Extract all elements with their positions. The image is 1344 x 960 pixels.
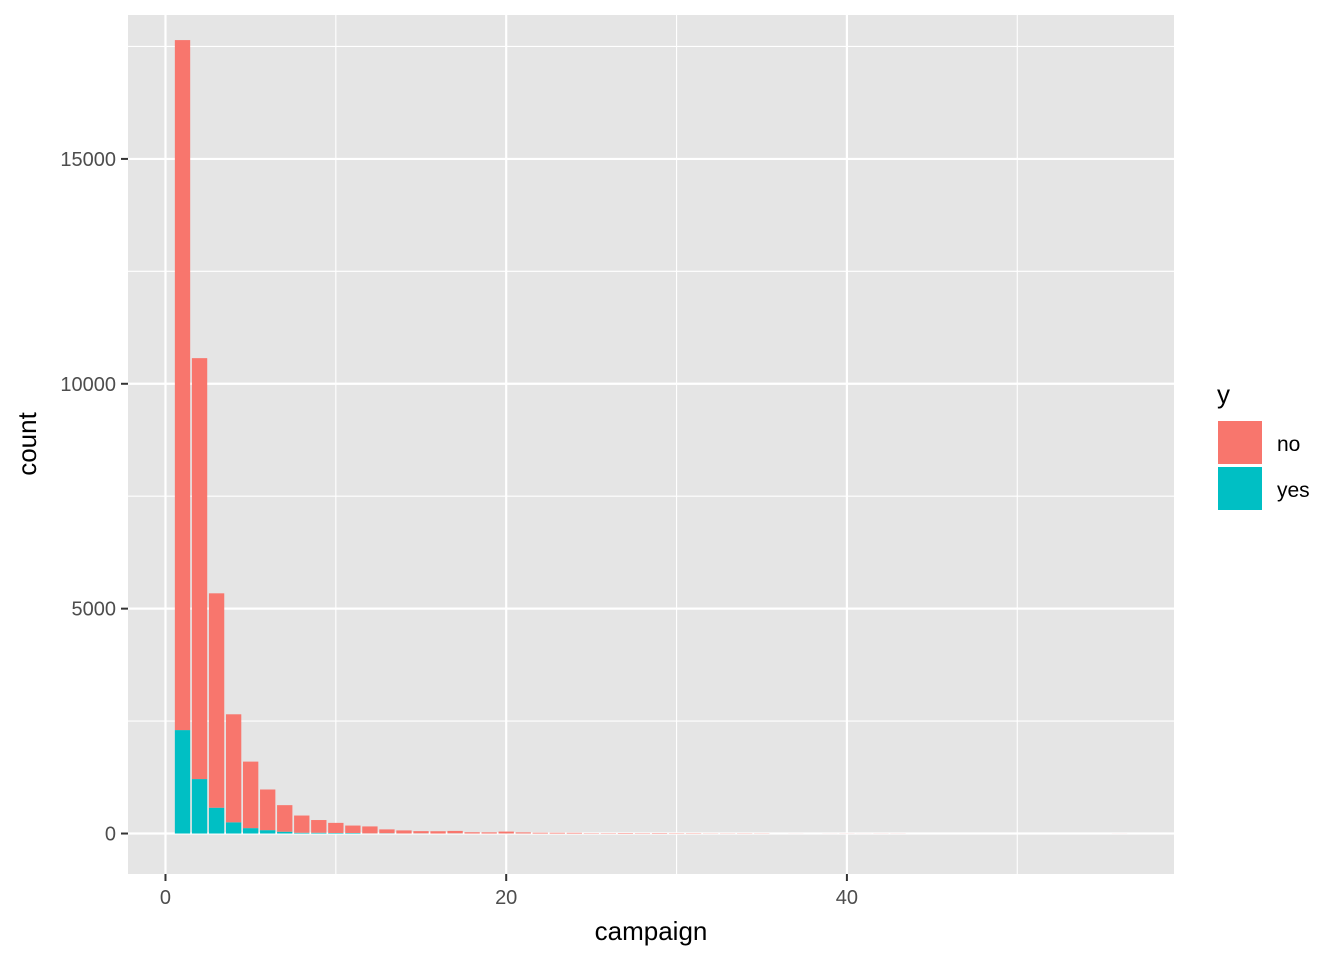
bar-no bbox=[311, 820, 327, 833]
bar-yes bbox=[225, 822, 242, 834]
legend-key-yes bbox=[1218, 467, 1262, 510]
y-axis-title: count bbox=[12, 411, 42, 475]
bar-no bbox=[379, 829, 395, 834]
bar-no bbox=[294, 815, 310, 833]
legend-key-no bbox=[1218, 421, 1262, 464]
bar-no bbox=[498, 831, 514, 834]
bar-no bbox=[430, 831, 446, 834]
y-tick-label: 10000 bbox=[60, 374, 116, 396]
bar-yes bbox=[208, 807, 225, 834]
bars bbox=[174, 40, 1128, 834]
y-axis: 0 5000 10000 15000 bbox=[60, 149, 128, 846]
bar-no bbox=[413, 831, 429, 834]
bar-no bbox=[277, 805, 293, 832]
bar-no bbox=[515, 832, 531, 834]
bar-yes bbox=[277, 831, 293, 834]
bar-no bbox=[566, 832, 583, 834]
bar-no bbox=[208, 593, 225, 808]
y-tick-label: 15000 bbox=[60, 149, 116, 171]
legend-label-no: no bbox=[1277, 433, 1300, 456]
x-tick-label: 20 bbox=[495, 887, 517, 909]
bar-no bbox=[191, 358, 208, 780]
bar-no bbox=[532, 832, 548, 834]
bar-no bbox=[225, 714, 242, 823]
legend: y no yes bbox=[1217, 379, 1310, 510]
y-tick-label: 0 bbox=[105, 824, 116, 846]
bar-yes bbox=[191, 779, 208, 834]
bar-no bbox=[362, 826, 378, 834]
bar-yes bbox=[260, 830, 276, 834]
bar-no bbox=[481, 832, 497, 834]
bar-yes bbox=[294, 832, 310, 834]
bar-no bbox=[447, 830, 463, 834]
bar-no bbox=[464, 832, 480, 834]
y-tick-label: 5000 bbox=[72, 599, 117, 621]
bar-yes bbox=[328, 832, 344, 834]
bar-no bbox=[396, 830, 412, 834]
bar-no bbox=[549, 832, 565, 834]
bar-yes bbox=[311, 832, 327, 834]
bar-no bbox=[242, 761, 259, 829]
legend-label-yes: yes bbox=[1277, 479, 1310, 502]
bar-no bbox=[345, 825, 361, 833]
bar-yes bbox=[345, 832, 361, 834]
bar-no bbox=[260, 789, 276, 831]
legend-title: y bbox=[1217, 379, 1230, 409]
x-tick-label: 40 bbox=[836, 887, 858, 909]
bar-yes bbox=[242, 828, 259, 834]
x-axis-title: campaign bbox=[595, 916, 708, 946]
x-tick-label: 0 bbox=[160, 887, 171, 909]
bar-no bbox=[328, 822, 344, 833]
bar-yes bbox=[174, 730, 191, 834]
x-axis: 0 20 40 bbox=[160, 874, 858, 909]
bar-no bbox=[174, 40, 191, 731]
